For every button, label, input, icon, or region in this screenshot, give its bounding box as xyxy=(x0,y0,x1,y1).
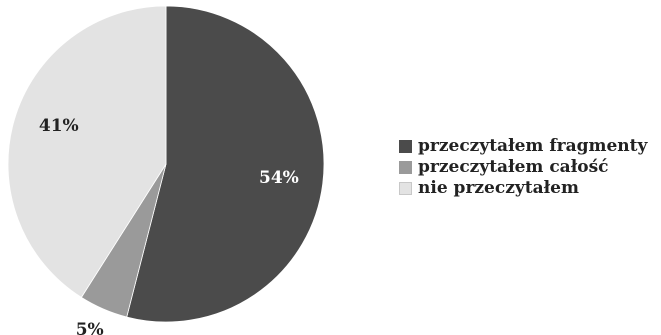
legend-swatch-whole xyxy=(399,161,412,174)
legend-item-fragments: przeczytałem fragmenty xyxy=(399,136,647,157)
slice-not-read xyxy=(7,5,167,298)
legend-item-whole: przeczytałem całość xyxy=(399,157,647,178)
legend-label-not-read: nie przeczytałem xyxy=(418,178,579,198)
legend-item-not-read: nie przeczytałem xyxy=(399,178,647,199)
pie-data-labels: 54% 5% 41% xyxy=(39,116,299,335)
slice-fragments xyxy=(126,5,325,323)
legend-swatch-fragments xyxy=(399,140,412,153)
legend-label-whole: przeczytałem całość xyxy=(418,157,609,177)
label-fragments: 54% xyxy=(259,168,299,188)
legend: przeczytałem fragmenty przeczytałem cało… xyxy=(399,136,647,199)
pie-slices xyxy=(7,5,325,323)
legend-label-fragments: przeczytałem fragmenty xyxy=(418,136,648,156)
label-whole: 5% xyxy=(76,320,104,335)
legend-swatch-not-read xyxy=(399,182,412,195)
label-not-read: 41% xyxy=(39,116,79,136)
